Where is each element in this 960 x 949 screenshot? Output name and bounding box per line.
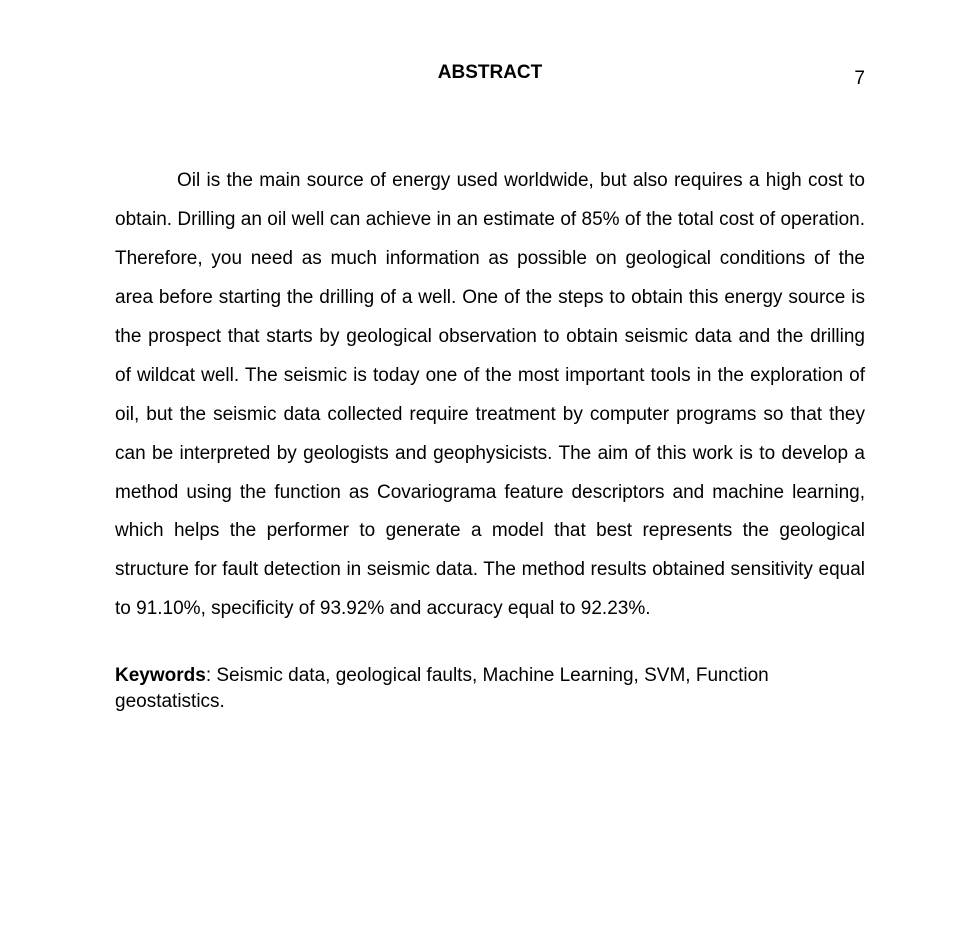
keywords-label: Keywords [115,665,206,686]
abstract-heading: ABSTRACT [115,62,865,84]
page-container: 7 ABSTRACT Oil is the main source of ene… [0,62,960,949]
keywords-text: : Seismic data, geological faults, Machi… [115,665,769,712]
page-number: 7 [854,68,865,90]
keywords-section: Keywords: Seismic data, geological fault… [115,663,865,714]
abstract-body: Oil is the main source of energy used wo… [115,162,865,629]
